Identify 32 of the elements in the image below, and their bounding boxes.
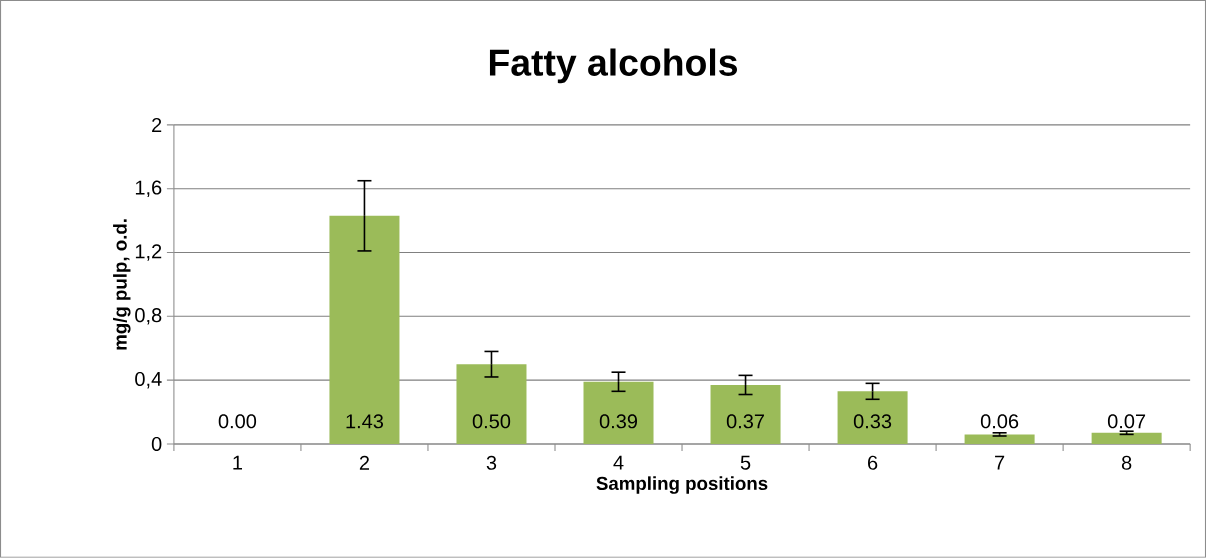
bar bbox=[710, 385, 781, 445]
chart-title: Fatty alcohols bbox=[489, 48, 737, 84]
y-tick-label: 1,2 bbox=[135, 244, 162, 261]
data-label: 0.39 bbox=[599, 414, 638, 429]
x-tick-label: 2 bbox=[359, 455, 370, 470]
x-tick-label: 8 bbox=[1121, 455, 1132, 470]
bar bbox=[329, 215, 400, 445]
x-tick-label: 3 bbox=[486, 455, 497, 470]
bar bbox=[456, 364, 527, 445]
bar bbox=[1091, 432, 1162, 445]
x-axis-title: Sampling positions bbox=[596, 476, 768, 494]
x-tick-label: 5 bbox=[740, 455, 751, 470]
x-tick-label: 4 bbox=[613, 455, 624, 470]
y-axis-title: mg/g pulp, o.d. bbox=[113, 219, 131, 350]
y-tick-label: 1,6 bbox=[135, 180, 162, 198]
data-label: 1.43 bbox=[346, 414, 384, 429]
data-label: 0.07 bbox=[1107, 414, 1146, 429]
y-tick-label: 0,8 bbox=[135, 308, 162, 325]
y-tick-label: 2 bbox=[152, 117, 162, 132]
bar bbox=[837, 391, 908, 445]
bar bbox=[964, 434, 1035, 445]
data-label: 0.50 bbox=[472, 414, 511, 429]
y-tick-label: 0,4 bbox=[135, 371, 162, 389]
bar bbox=[583, 381, 654, 445]
data-label: 0.00 bbox=[218, 414, 257, 429]
x-tick-label: 6 bbox=[868, 455, 878, 470]
x-tick-label: 1 bbox=[233, 455, 242, 470]
y-tick-label: 0 bbox=[151, 436, 162, 452]
data-label: 0.33 bbox=[853, 414, 892, 429]
x-tick-label: 7 bbox=[995, 455, 1005, 470]
data-label: 0.37 bbox=[726, 414, 764, 429]
data-label: 0.06 bbox=[980, 414, 1019, 429]
